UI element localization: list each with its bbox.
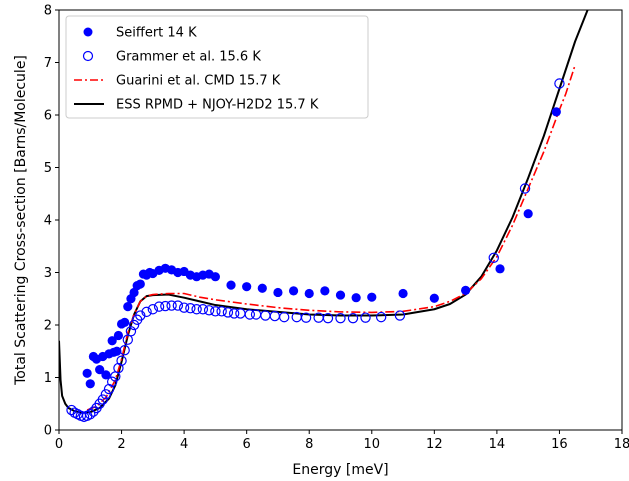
- data-point-grammer: [147, 304, 159, 315]
- data-point-grammer: [300, 312, 312, 323]
- data-point-seiffert: [101, 370, 111, 380]
- data-point-seiffert: [461, 285, 471, 295]
- data-point-grammer: [88, 406, 99, 417]
- data-point-seiffert: [242, 282, 252, 292]
- data-point-seiffert: [523, 209, 533, 219]
- data-point-grammer: [191, 304, 202, 315]
- data-point-grammer: [228, 308, 240, 319]
- y-tick-label: 3: [44, 266, 52, 281]
- legend-box: [65, 15, 369, 119]
- legend: Seiffert 14 K Grammer et al. 15.6 K Guar…: [65, 15, 369, 119]
- data-point-seiffert: [82, 368, 92, 378]
- data-point-grammer: [153, 301, 165, 312]
- data-point-seiffert: [123, 302, 133, 312]
- x-axis-label: Energy [meV]: [292, 462, 388, 478]
- data-point-grammer: [375, 311, 387, 323]
- data-point-seiffert: [273, 287, 283, 298]
- data-point-seiffert: [288, 286, 299, 296]
- data-point-seiffert: [304, 288, 314, 299]
- y-tick-label: 8: [44, 4, 52, 19]
- x-tick-label: 10: [364, 437, 381, 452]
- data-point-grammer: [166, 300, 177, 311]
- data-point-grammer: [113, 362, 124, 374]
- data-point-grammer: [519, 183, 531, 194]
- data-point-seiffert: [226, 280, 236, 290]
- data-point-seiffert: [429, 293, 439, 303]
- data-point-grammer: [178, 302, 190, 313]
- data-point-seiffert: [135, 279, 145, 289]
- data-point-grammer: [197, 304, 209, 315]
- data-point-grammer: [85, 409, 96, 420]
- legend-marker-seiffert: [83, 27, 93, 37]
- y-axis-label: Total Scattering Cross-section [Barns/Mo…: [13, 55, 29, 386]
- data-point-seiffert: [551, 107, 561, 117]
- legend-label-ess: ESS RPMD + NJOY-H2D2 15.7 K: [116, 98, 319, 113]
- data-point-grammer: [222, 307, 234, 318]
- data-point-seiffert: [113, 330, 124, 341]
- x-tick-label: 18: [614, 437, 629, 452]
- data-point-seiffert: [107, 336, 117, 346]
- legend-marker-grammer: [82, 50, 94, 62]
- x-tick-label: 0: [55, 437, 63, 452]
- data-point-seiffert: [210, 272, 220, 282]
- y-tick-label: 0: [44, 424, 52, 439]
- data-point-grammer: [335, 312, 346, 324]
- series-layer: [59, 10, 589, 423]
- data-point-grammer: [160, 300, 171, 312]
- data-point-seiffert: [112, 346, 122, 356]
- y-tick-label: 4: [44, 214, 52, 229]
- x-tick-label: 14: [489, 437, 506, 452]
- data-point-grammer: [103, 383, 115, 395]
- data-point-seiffert: [495, 264, 505, 274]
- x-tick-label: 2: [117, 437, 125, 452]
- series-line-guarini-cmd: [86, 64, 576, 411]
- data-point-seiffert: [85, 379, 95, 389]
- data-point-seiffert: [398, 288, 408, 299]
- data-point-seiffert: [335, 290, 346, 300]
- x-tick-label: 8: [305, 437, 313, 452]
- data-point-grammer: [141, 306, 152, 318]
- data-point-seiffert: [120, 317, 130, 327]
- data-point-grammer: [322, 312, 334, 324]
- data-point-grammer: [128, 319, 140, 331]
- data-point-grammer: [172, 300, 184, 311]
- data-point-seiffert: [95, 365, 105, 375]
- data-point-grammer: [185, 303, 196, 314]
- legend-label-seiffert: Seiffert 14 K: [116, 26, 197, 41]
- data-point-grammer: [554, 78, 565, 89]
- data-point-seiffert: [257, 283, 267, 293]
- legend-label-guarini: Guarini et al. CMD 15.7 K: [116, 74, 281, 89]
- x-tick-label: 16: [551, 437, 568, 452]
- data-point-grammer: [106, 376, 118, 387]
- data-point-grammer: [116, 355, 127, 366]
- data-point-grammer: [244, 309, 255, 320]
- data-point-seiffert: [351, 293, 361, 303]
- y-tick-label: 5: [44, 161, 52, 176]
- y-tick-label: 1: [44, 371, 52, 386]
- data-point-grammer: [125, 326, 137, 337]
- x-tick-label: 12: [426, 437, 443, 452]
- y-tick-label: 7: [44, 56, 52, 71]
- data-point-grammer: [97, 394, 108, 405]
- y-tick-label: 6: [44, 109, 52, 124]
- data-point-grammer: [347, 312, 359, 324]
- y-tick-label: 2: [44, 319, 52, 334]
- data-point-grammer: [394, 310, 406, 321]
- legend-label-grammer: Grammer et al. 15.6 K: [116, 50, 261, 65]
- data-point-grammer: [100, 389, 112, 400]
- x-tick-label: 4: [180, 437, 188, 452]
- data-point-grammer: [203, 305, 215, 316]
- data-point-grammer: [216, 306, 227, 317]
- x-tick-label: 6: [243, 437, 251, 452]
- data-point-grammer: [360, 312, 371, 323]
- data-point-grammer: [135, 310, 146, 321]
- data-point-grammer: [488, 252, 499, 263]
- data-point-seiffert: [367, 292, 377, 302]
- data-point-seiffert: [320, 286, 330, 296]
- data-point-grammer: [279, 311, 290, 323]
- data-point-grammer: [210, 306, 221, 317]
